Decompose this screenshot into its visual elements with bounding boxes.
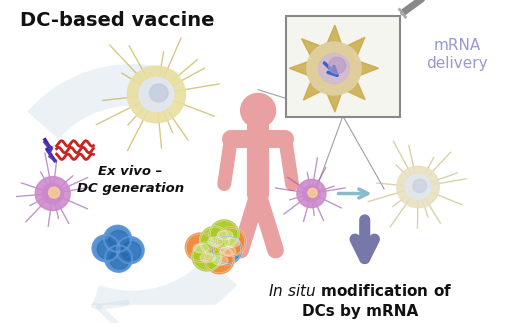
Circle shape	[397, 166, 439, 208]
Circle shape	[117, 237, 144, 263]
Circle shape	[185, 233, 215, 262]
Circle shape	[42, 183, 63, 204]
Circle shape	[200, 226, 229, 255]
Circle shape	[210, 220, 239, 248]
Circle shape	[405, 174, 431, 199]
Text: Ex vivo –
DC generation: Ex vivo – DC generation	[77, 165, 184, 195]
Circle shape	[150, 84, 168, 102]
Circle shape	[35, 177, 70, 211]
Circle shape	[105, 245, 132, 272]
Ellipse shape	[200, 253, 216, 262]
Text: DC-based vaccine: DC-based vaccine	[20, 11, 215, 30]
Ellipse shape	[193, 244, 209, 253]
Circle shape	[109, 230, 129, 249]
Circle shape	[121, 242, 141, 261]
Circle shape	[212, 236, 242, 264]
Polygon shape	[43, 141, 56, 162]
Circle shape	[127, 66, 185, 123]
Circle shape	[413, 179, 426, 193]
Circle shape	[97, 240, 117, 259]
Polygon shape	[289, 25, 378, 112]
Ellipse shape	[224, 238, 240, 247]
Circle shape	[139, 78, 174, 111]
Circle shape	[241, 93, 275, 128]
Circle shape	[192, 243, 221, 271]
Ellipse shape	[208, 237, 223, 246]
Circle shape	[49, 187, 60, 198]
Circle shape	[308, 188, 317, 197]
Circle shape	[307, 42, 361, 95]
Circle shape	[303, 185, 320, 202]
Circle shape	[93, 235, 120, 262]
Text: $\it{In\ situ}$ modification of
DCs by mRNA: $\it{In\ situ}$ modification of DCs by m…	[268, 283, 452, 319]
Circle shape	[110, 250, 129, 269]
FancyBboxPatch shape	[286, 16, 399, 117]
Circle shape	[297, 179, 326, 208]
Ellipse shape	[212, 256, 228, 265]
Circle shape	[329, 57, 346, 74]
Circle shape	[205, 245, 234, 274]
Circle shape	[217, 227, 246, 256]
Ellipse shape	[218, 230, 233, 240]
Text: mRNA
delivery: mRNA delivery	[426, 38, 487, 71]
Circle shape	[104, 225, 131, 252]
Ellipse shape	[220, 246, 236, 256]
Circle shape	[318, 53, 350, 84]
